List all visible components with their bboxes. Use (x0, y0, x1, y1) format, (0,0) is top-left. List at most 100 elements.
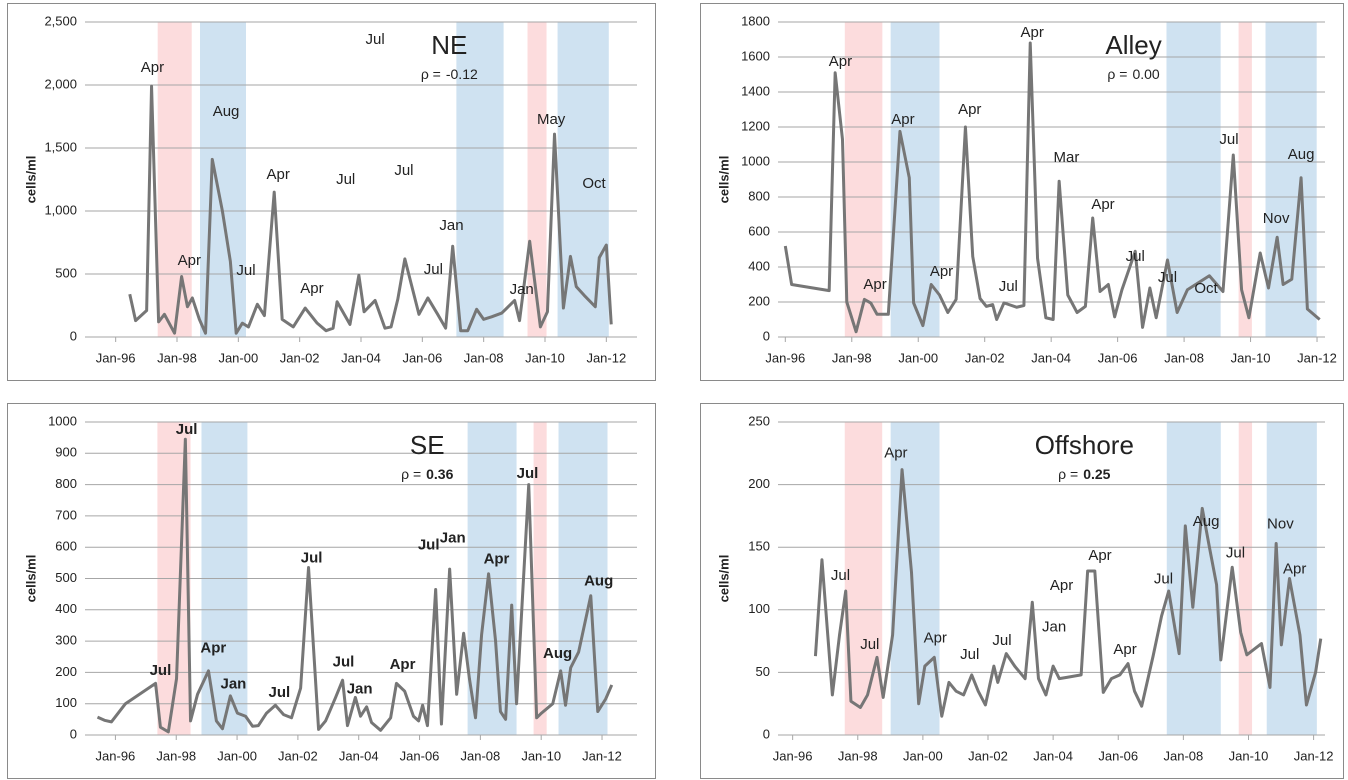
chart-panel: 0 200 400 600 800 1000 1200 1400 1600 1800 Jan-96 J… (700, 3, 1344, 381)
x-tick-label: Jan-08 (1163, 748, 1203, 763)
rho-value: -0.12 (446, 66, 478, 82)
y-tick-label: 1400 (741, 83, 770, 98)
peak-label: Nov (1267, 516, 1294, 533)
peak-label: Jul (394, 162, 413, 179)
x-tick-label: Jan-12 (582, 748, 622, 763)
x-tick-label: Jan-04 (1033, 748, 1073, 763)
season-band (1265, 22, 1317, 337)
y-tick-label: 50 (756, 664, 770, 679)
peak-label: Aug (584, 573, 613, 590)
peak-label: Jan (439, 217, 463, 234)
peak-label: Jul (860, 636, 879, 653)
peak-label: Jul (1219, 131, 1238, 148)
peak-label: Apr (829, 53, 852, 70)
y-tick-label: 1000 (48, 413, 77, 428)
x-tick-label: Jan-10 (1231, 350, 1271, 365)
y-tick-label: 500 (55, 265, 77, 280)
peak-label: Nov (1263, 210, 1290, 227)
peak-label: Apr (390, 656, 416, 673)
peak-label: Apr (141, 59, 164, 76)
peak-label: Jul (336, 171, 355, 188)
y-tick-label: 800 (748, 188, 770, 203)
rho-label: ρ = (1107, 66, 1127, 82)
peak-label: Jul (999, 278, 1018, 295)
y-tick-label: 600 (748, 223, 770, 238)
peak-label: Apr (1050, 577, 1073, 594)
y-axis-label: cells/ml (716, 156, 731, 204)
y-tick-label: 900 (55, 445, 77, 460)
peak-label: Jul (418, 537, 440, 554)
x-tick-label: Jan-08 (464, 350, 504, 365)
peak-label: Jul (831, 567, 850, 584)
x-tick-label: Jan-98 (156, 748, 196, 763)
y-tick-label: 1,500 (44, 139, 77, 154)
peak-label: Jul (1154, 571, 1173, 588)
x-tick-label: Jan-06 (400, 748, 440, 763)
peak-label: Jul (424, 261, 443, 278)
x-tick-label: Jan-96 (96, 748, 136, 763)
x-tick-label: Jan-98 (838, 748, 878, 763)
rho-value: 0.25 (1083, 466, 1110, 482)
y-tick-label: 300 (55, 633, 77, 648)
peak-label: Apr (884, 444, 907, 461)
peak-label: Jan (347, 680, 373, 697)
chart-panel: 0 100 200 300 400 500 600 700 800 900 1000 Jan-96 Ja… (7, 403, 656, 779)
y-tick-label: 700 (55, 507, 77, 522)
y-tick-label: 1000 (741, 153, 770, 168)
peak-label: Apr (1091, 196, 1114, 213)
season-band (157, 22, 192, 337)
x-tick-label: Jan-06 (1098, 748, 1138, 763)
y-axis-label: cells/ml (23, 555, 38, 603)
y-tick-label: 2,000 (44, 76, 77, 91)
x-tick-label: Jan-02 (278, 748, 318, 763)
rho-label: ρ = (1058, 466, 1078, 482)
peak-label: Aug (1288, 146, 1315, 163)
y-tick-label: 0 (763, 726, 770, 741)
peak-label: Apr (1283, 561, 1306, 578)
peak-label: Jan (220, 675, 246, 692)
y-tick-label: 400 (748, 258, 770, 273)
x-tick-label: Jan-96 (773, 748, 813, 763)
peak-label: Apr (1113, 641, 1136, 658)
x-tick-label: Jan-02 (968, 748, 1008, 763)
x-tick-label: Jan-00 (898, 350, 938, 365)
correlation: ρ = 0.36 (401, 466, 453, 482)
peak-label: Jul (1226, 544, 1245, 561)
peak-label: Apr (178, 252, 201, 269)
peak-label: Aug (1193, 513, 1220, 530)
peak-label: Apr (891, 111, 914, 128)
chart-title: NE (431, 30, 467, 60)
peak-label: Jul (366, 31, 385, 48)
peak-label: Apr (1021, 24, 1044, 41)
y-tick-label: 0 (763, 328, 770, 343)
peak-label: Aug (543, 645, 572, 662)
peak-label: Jan (440, 530, 466, 547)
y-tick-label: 100 (55, 695, 77, 710)
peak-label: May (537, 111, 566, 128)
rho-value: 0.36 (426, 466, 453, 482)
peak-label: Apr (1088, 547, 1111, 564)
peak-label: Apr (484, 550, 510, 567)
x-tick-label: Jan-06 (402, 350, 442, 365)
x-tick-label: Jan-10 (521, 748, 561, 763)
peak-label: Jul (268, 684, 290, 701)
peak-label: Jul (176, 421, 198, 438)
y-tick-label: 600 (55, 539, 77, 554)
y-tick-label: 1600 (741, 48, 770, 63)
y-tick-label: 200 (55, 664, 77, 679)
x-tick-label: Jan-02 (965, 350, 1005, 365)
y-tick-label: 1800 (741, 13, 770, 28)
peak-label: Apr (924, 630, 947, 647)
x-tick-label: Jan-00 (217, 748, 257, 763)
peak-label: Apr (267, 166, 290, 183)
peak-label: Jul (517, 465, 539, 482)
rho-label: ρ = (421, 66, 441, 82)
peak-label: Apr (300, 280, 323, 297)
y-tick-label: 1200 (741, 118, 770, 133)
data-line (783, 41, 1321, 334)
chart-title: SE (410, 430, 445, 460)
y-tick-label: 0 (70, 328, 77, 343)
x-tick-label: Jan-96 (765, 350, 805, 365)
x-tick-label: Jan-06 (1098, 350, 1138, 365)
